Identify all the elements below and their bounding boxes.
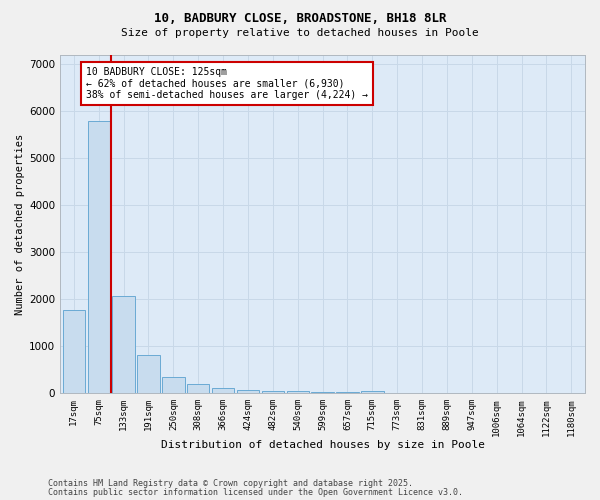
Y-axis label: Number of detached properties: Number of detached properties: [15, 134, 25, 315]
Text: 10, BADBURY CLOSE, BROADSTONE, BH18 8LR: 10, BADBURY CLOSE, BROADSTONE, BH18 8LR: [154, 12, 446, 26]
Text: 10 BADBURY CLOSE: 125sqm
← 62% of detached houses are smaller (6,930)
38% of sem: 10 BADBURY CLOSE: 125sqm ← 62% of detach…: [86, 66, 368, 100]
Bar: [187, 384, 209, 394]
X-axis label: Distribution of detached houses by size in Poole: Distribution of detached houses by size …: [161, 440, 485, 450]
Bar: [262, 390, 284, 394]
Bar: [336, 392, 359, 394]
Bar: [112, 296, 135, 394]
Bar: [162, 378, 185, 394]
Bar: [62, 310, 85, 394]
Bar: [361, 390, 383, 394]
Bar: [237, 390, 259, 394]
Text: Contains public sector information licensed under the Open Government Licence v3: Contains public sector information licen…: [48, 488, 463, 497]
Bar: [212, 388, 234, 394]
Bar: [311, 392, 334, 394]
Bar: [88, 121, 110, 394]
Bar: [287, 392, 309, 394]
Text: Contains HM Land Registry data © Crown copyright and database right 2025.: Contains HM Land Registry data © Crown c…: [48, 479, 413, 488]
Text: Size of property relative to detached houses in Poole: Size of property relative to detached ho…: [121, 28, 479, 38]
Bar: [137, 355, 160, 394]
